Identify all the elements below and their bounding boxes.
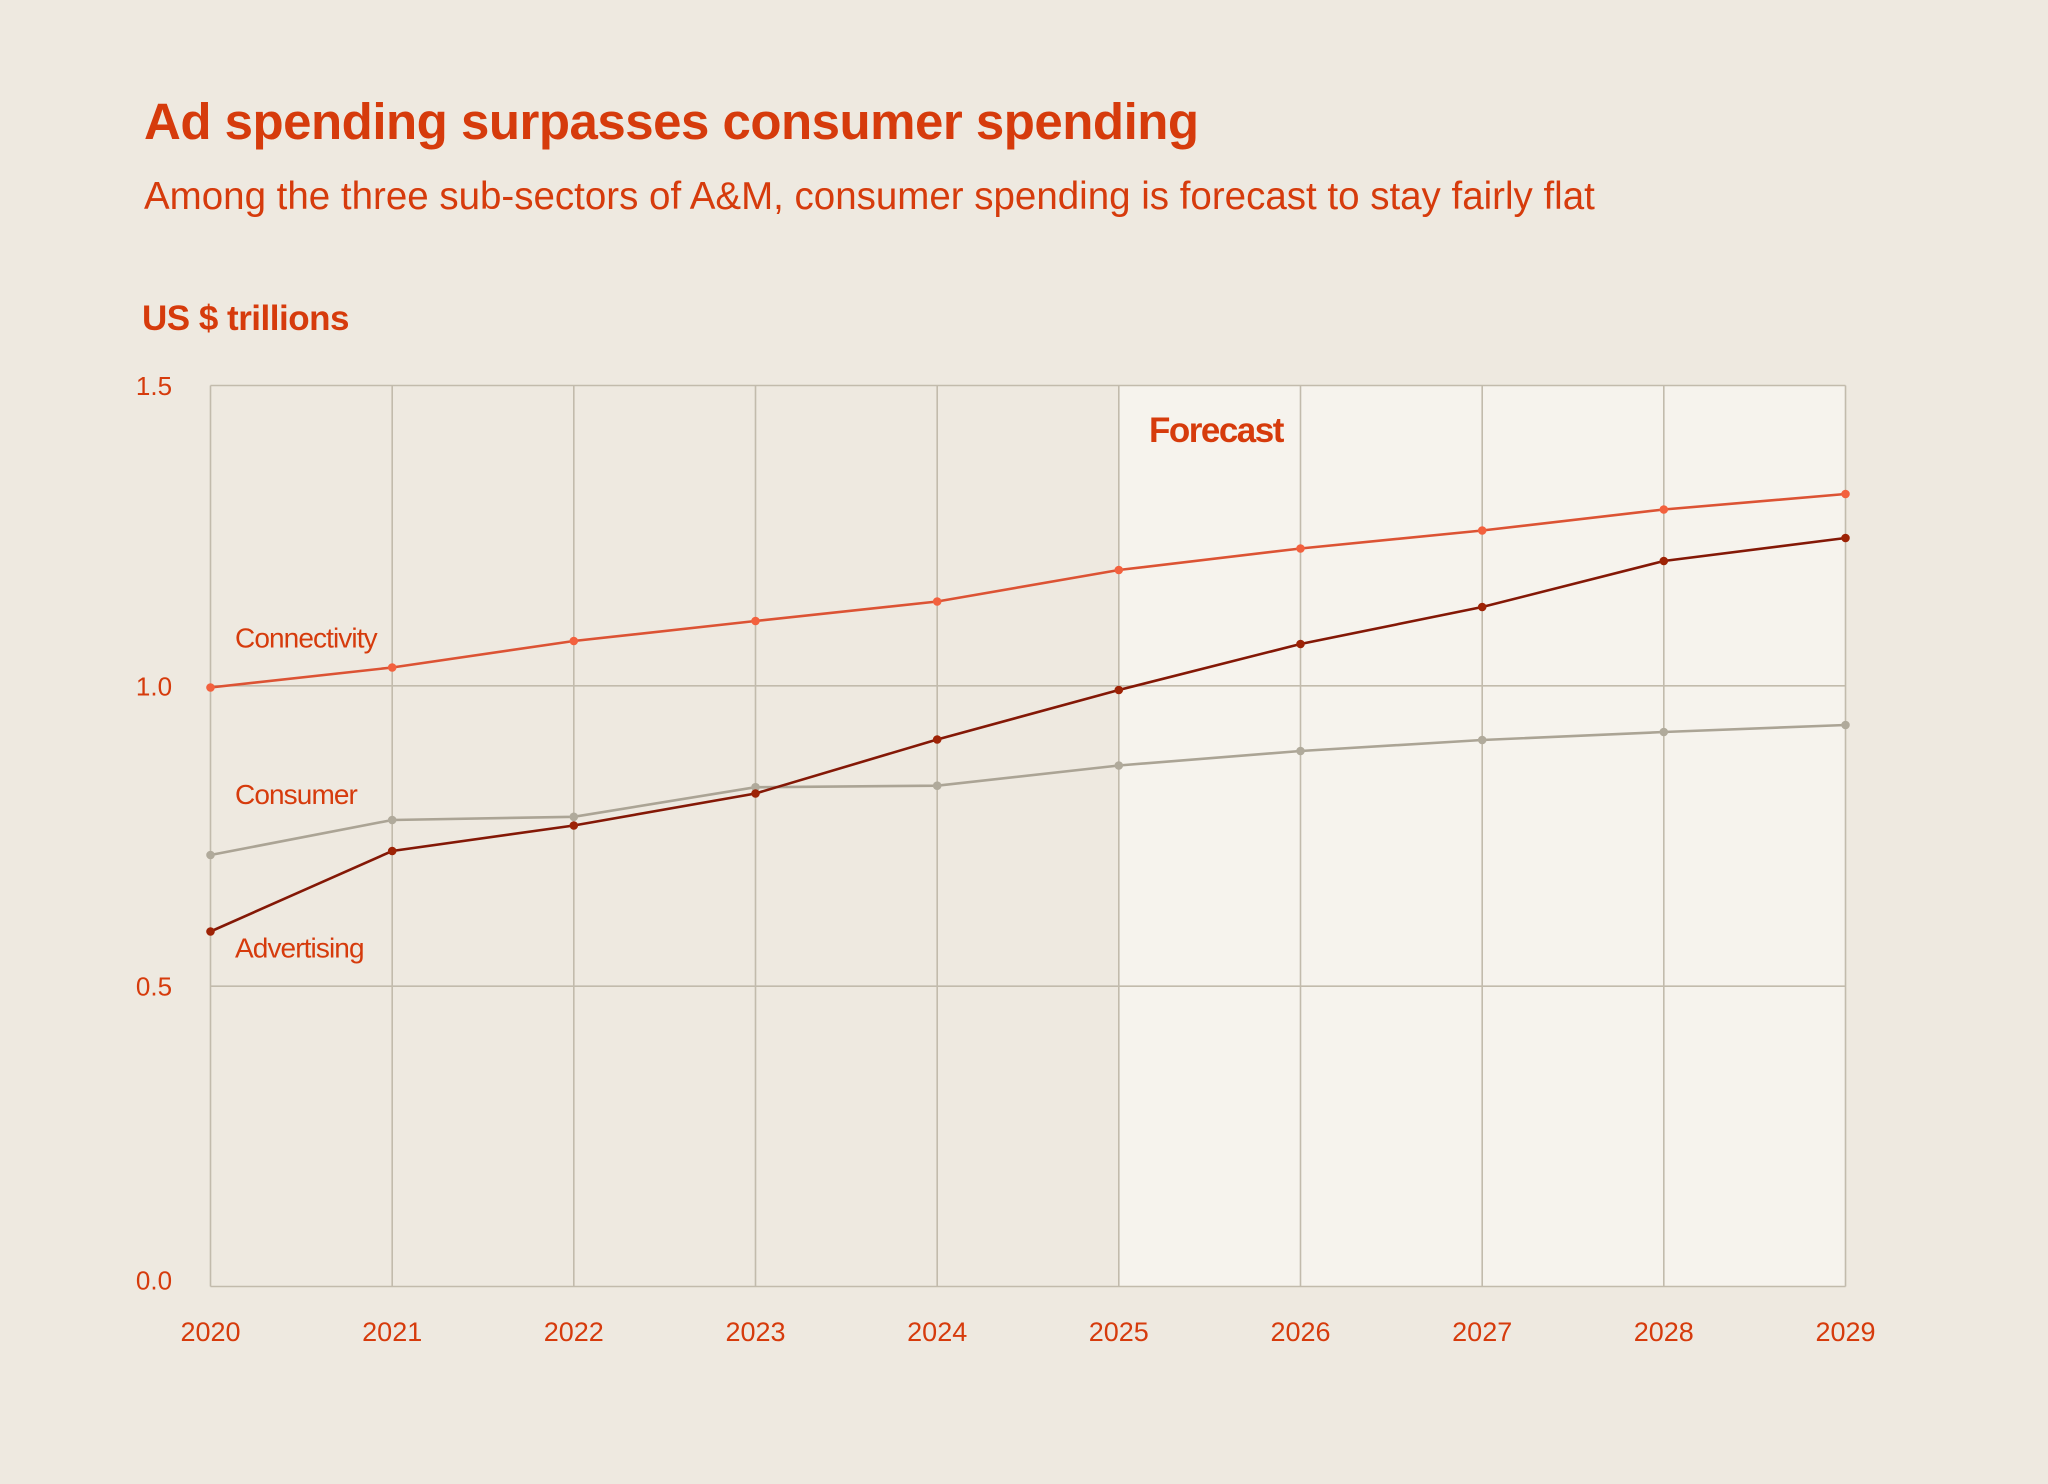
svg-text:2024: 2024 — [907, 1317, 967, 1347]
svg-text:2020: 2020 — [180, 1317, 240, 1347]
svg-text:2027: 2027 — [1452, 1317, 1512, 1347]
svg-text:2029: 2029 — [1815, 1317, 1875, 1347]
svg-text:2028: 2028 — [1634, 1317, 1694, 1347]
svg-text:2022: 2022 — [544, 1317, 604, 1347]
svg-text:1.5: 1.5 — [136, 371, 172, 401]
svg-text:Advertising: Advertising — [235, 933, 364, 964]
svg-text:Forecast: Forecast — [1149, 411, 1285, 450]
svg-text:2025: 2025 — [1089, 1317, 1149, 1347]
svg-text:2021: 2021 — [362, 1317, 422, 1347]
svg-text:1.0: 1.0 — [136, 671, 172, 701]
svg-text:0.0: 0.0 — [136, 1266, 172, 1296]
svg-text:2023: 2023 — [725, 1317, 785, 1347]
svg-text:2026: 2026 — [1270, 1317, 1330, 1347]
svg-text:0.5: 0.5 — [136, 972, 172, 1002]
svg-text:Consumer: Consumer — [235, 779, 358, 810]
svg-text:Connectivity: Connectivity — [235, 623, 378, 654]
